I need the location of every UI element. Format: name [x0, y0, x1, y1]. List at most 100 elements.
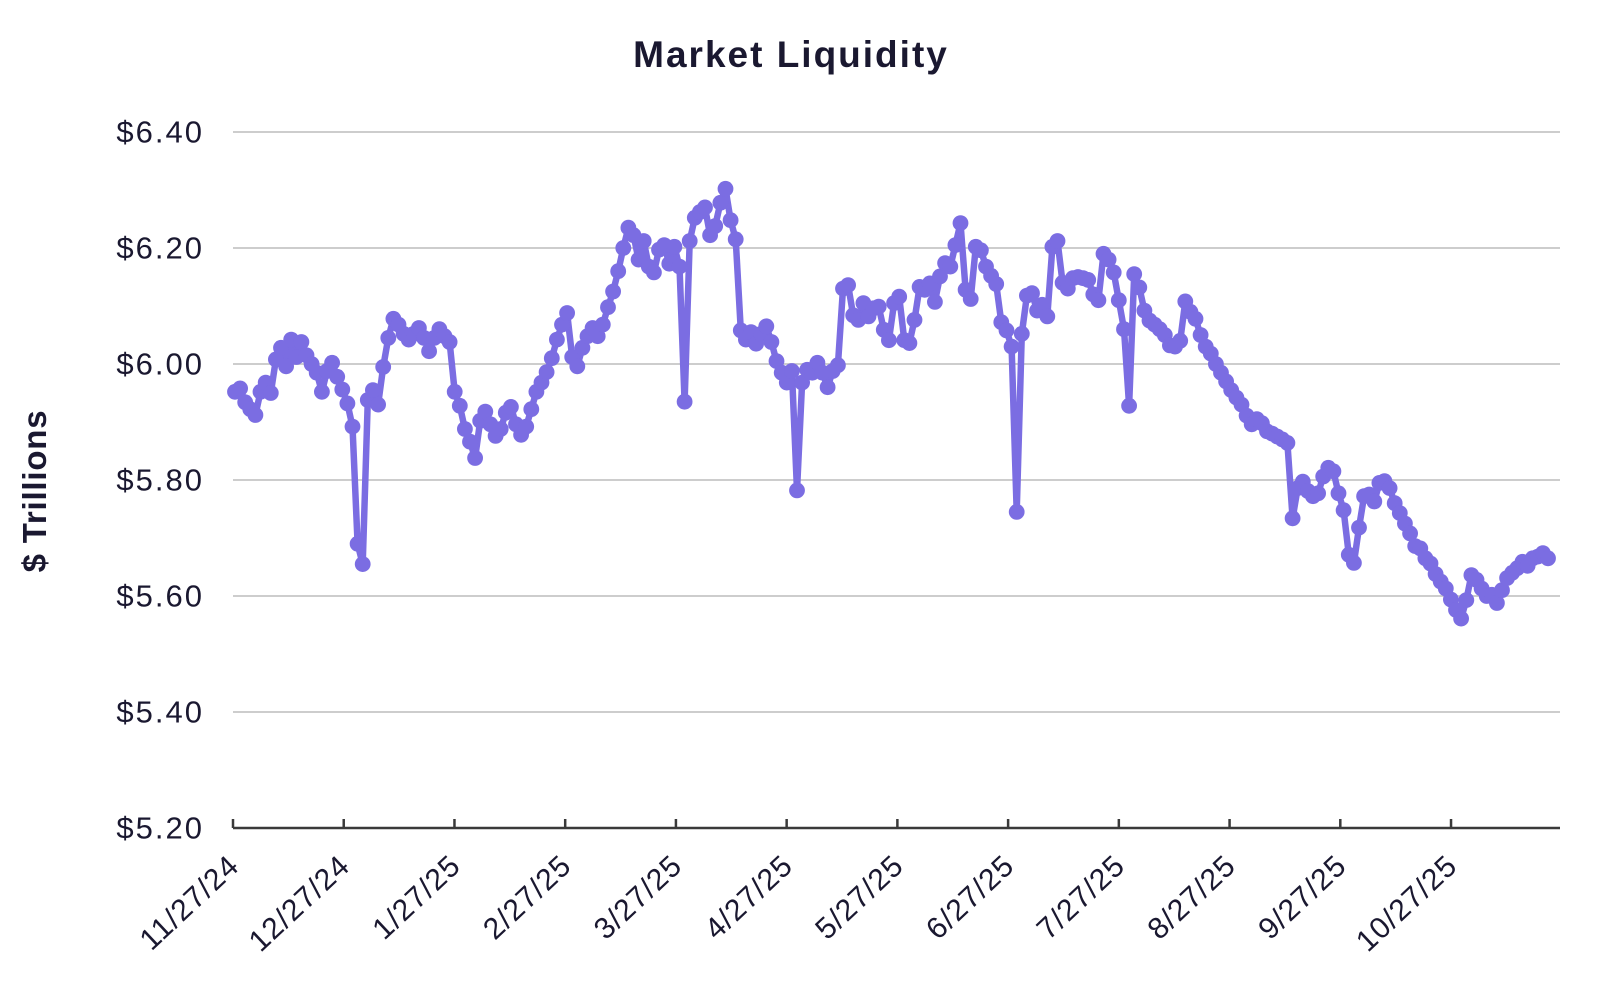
x-tick-label: 1/27/25	[366, 849, 467, 946]
data-point	[932, 268, 948, 285]
data-point	[1131, 279, 1148, 296]
data-point	[600, 299, 616, 316]
data-point	[789, 482, 805, 499]
data-point	[717, 180, 734, 197]
gridlines	[233, 131, 1560, 713]
data-point	[349, 535, 366, 552]
data-point	[329, 368, 346, 385]
data-point	[477, 403, 494, 420]
data-point	[441, 334, 458, 350]
data-point	[344, 418, 361, 435]
data-point	[635, 233, 652, 249]
data-point	[676, 393, 693, 410]
data-point	[1351, 519, 1367, 536]
data-point	[927, 294, 943, 310]
data-point	[1453, 610, 1469, 627]
data-point	[1187, 310, 1204, 327]
data-point	[707, 218, 724, 234]
data-point	[1402, 525, 1418, 542]
x-tick-label: 4/27/25	[699, 849, 800, 946]
data-point	[666, 238, 683, 255]
data-point	[1049, 233, 1066, 249]
data-point	[1381, 480, 1398, 496]
data-point	[763, 334, 780, 350]
data-point	[1540, 550, 1556, 567]
x-tick-label: 6/27/25	[920, 849, 1021, 946]
data-point	[457, 421, 473, 437]
data-point	[278, 358, 294, 375]
data-point	[1039, 308, 1056, 325]
data-point	[1110, 292, 1127, 309]
data-point	[727, 231, 744, 248]
data-point	[354, 556, 371, 572]
data-point	[538, 364, 555, 380]
data-point	[758, 318, 775, 335]
data-point	[262, 385, 279, 401]
data-point	[830, 357, 846, 374]
x-tick-label: 3/27/25	[588, 849, 689, 946]
data-point	[462, 433, 478, 450]
data-point	[365, 382, 381, 398]
data-point	[380, 330, 397, 346]
data-point	[1126, 266, 1143, 282]
data-point	[421, 343, 437, 360]
y-tick-label: $5.40	[116, 695, 204, 730]
data-point	[840, 277, 856, 293]
data-point	[605, 283, 621, 300]
data-point	[722, 212, 739, 229]
data-point	[523, 401, 540, 418]
data-point	[819, 379, 836, 396]
data-point	[503, 399, 519, 415]
data-point	[293, 334, 310, 350]
y-axis-title: $ Trillions	[16, 410, 53, 573]
data-point	[1284, 510, 1301, 527]
data-point	[324, 354, 340, 371]
data-point	[1279, 435, 1296, 451]
x-tick-label: 12/27/24	[243, 849, 357, 958]
data-point	[1489, 595, 1505, 611]
x-tick-label: 7/27/25	[1031, 849, 1132, 946]
data-point	[1366, 493, 1383, 510]
data-point	[1335, 502, 1352, 519]
data-point	[1080, 272, 1097, 288]
data-point	[451, 397, 468, 414]
y-tick-label: $6.40	[116, 115, 204, 150]
data-point	[906, 312, 923, 328]
data-point	[794, 374, 810, 391]
x-tick-label: 10/27/25	[1350, 849, 1464, 958]
data-point	[891, 288, 908, 305]
data-point	[942, 258, 959, 275]
data-point	[1458, 592, 1475, 608]
y-tick-labels: $6.40 $6.20 $6.00 $5.80 $5.60 $5.40 $5.20	[116, 115, 204, 846]
data-point	[1494, 582, 1510, 599]
chart-title: Market Liquidity	[633, 34, 949, 75]
data-point	[901, 335, 918, 351]
data-point	[1090, 292, 1107, 309]
data-point	[1330, 485, 1347, 502]
data-point	[870, 298, 887, 315]
data-point	[998, 322, 1015, 339]
data-point	[467, 450, 483, 466]
data-point	[1008, 504, 1025, 520]
y-tick-label: $5.20	[116, 811, 204, 846]
data-point	[549, 331, 565, 348]
x-tick-label: 8/27/25	[1142, 849, 1243, 946]
data-point	[615, 240, 632, 256]
data-point	[712, 194, 729, 211]
data-point	[559, 305, 575, 321]
data-point	[646, 264, 662, 281]
data-point	[247, 407, 264, 423]
x-tick-label: 11/27/24	[134, 849, 246, 957]
data-point	[671, 258, 688, 275]
data-point	[543, 350, 560, 367]
x-tick-label: 9/27/25	[1252, 849, 1353, 946]
data-point	[1003, 338, 1020, 355]
data-point	[784, 363, 800, 379]
data-point	[370, 396, 386, 413]
data-point	[1116, 321, 1132, 338]
data-point	[1310, 485, 1326, 502]
data-point	[1024, 285, 1040, 302]
data-point	[973, 242, 989, 259]
